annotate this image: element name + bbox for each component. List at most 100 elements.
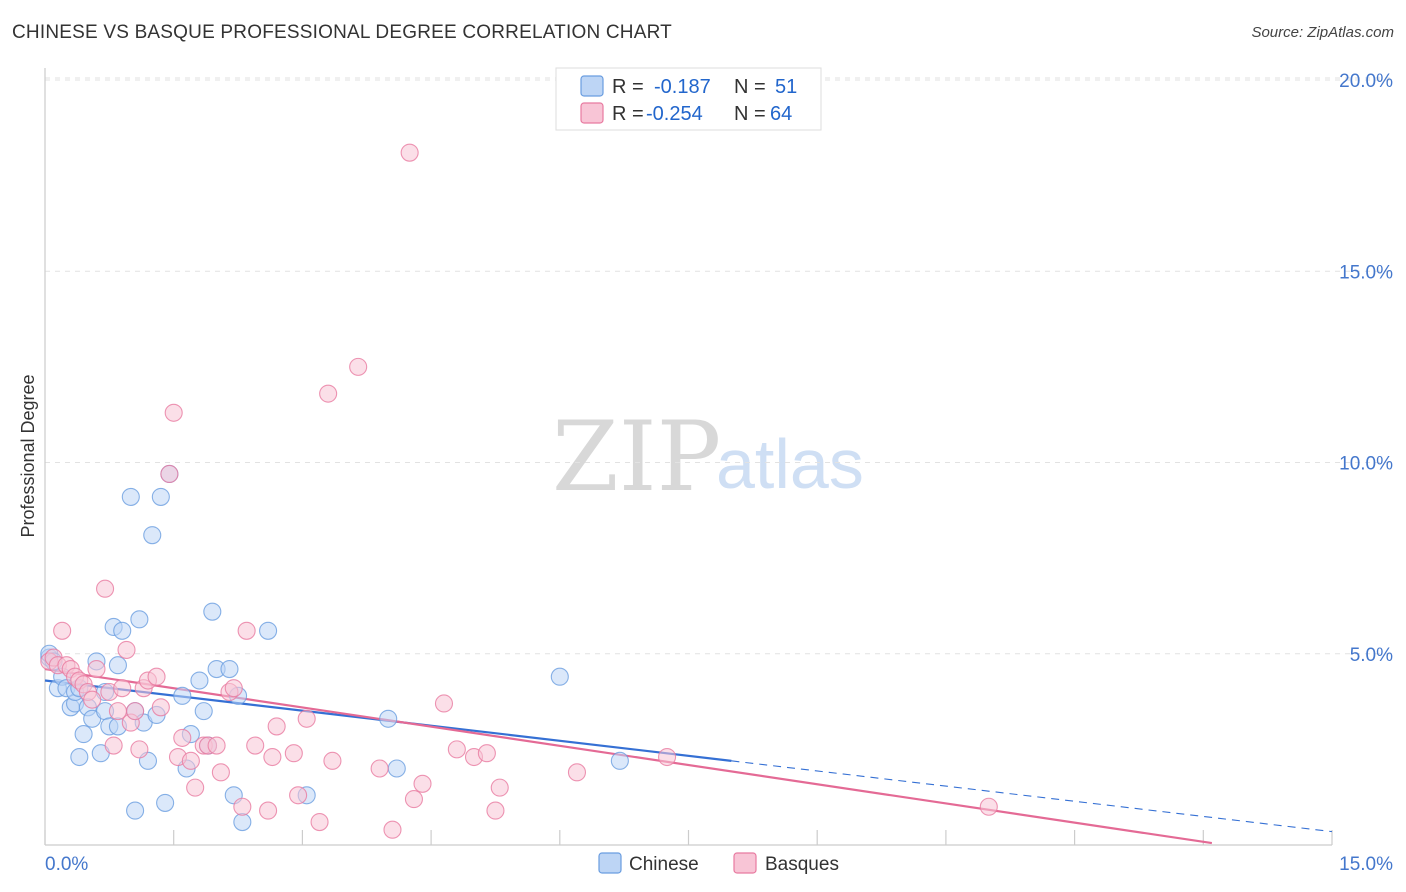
data-point-basques: [383, 820, 402, 839]
legend-n-label-basques: N =: [734, 103, 766, 125]
legend-swatch-basques: [580, 102, 604, 124]
data-point-chinese: [203, 602, 222, 621]
data-point-basques: [173, 728, 192, 747]
data-point-chinese: [233, 812, 252, 832]
data-point-basques: [319, 384, 338, 403]
data-point-basques: [657, 747, 677, 767]
data-point-chinese: [387, 759, 406, 778]
data-point-chinese: [70, 747, 89, 767]
y-tick-label: 15.0%: [1339, 262, 1393, 283]
data-point-basques: [126, 702, 145, 721]
legend-r-value-basques: -0.254: [646, 103, 703, 125]
data-point-chinese: [194, 702, 213, 721]
data-point-basques: [117, 640, 136, 659]
data-point-basques: [224, 679, 243, 698]
data-point-basques: [147, 667, 166, 686]
data-point-basques: [447, 740, 466, 759]
data-point-basques: [979, 797, 998, 816]
data-point-basques: [186, 778, 205, 797]
chart-title: CHINESE VS BASQUE PROFESSIONAL DEGREE CO…: [12, 22, 672, 43]
data-point-chinese: [156, 793, 175, 812]
data-point-basques: [310, 812, 329, 832]
data-point-basques: [259, 801, 278, 820]
data-point-basques: [83, 690, 102, 709]
chart-source: Source: ZipAtlas.com: [1251, 24, 1394, 41]
y-tick-label: 20.0%: [1339, 71, 1393, 92]
data-point-basques: [87, 659, 106, 679]
data-point-basques: [486, 801, 505, 820]
data-point-basques: [130, 740, 149, 759]
data-point-chinese: [143, 526, 162, 545]
data-point-basques: [207, 736, 226, 755]
trendline-chinese-extension: [731, 760, 1333, 833]
legend-swatch-chinese: [580, 75, 604, 97]
legend-n-value-chinese: 51: [775, 76, 797, 98]
bottom-legend-swatch-basques: [733, 852, 757, 874]
data-point-basques: [267, 717, 286, 736]
bottom-legend-label-basques: Basques: [765, 854, 839, 875]
data-point-chinese: [130, 610, 149, 629]
data-point-basques: [323, 751, 342, 770]
data-point-basques: [263, 747, 282, 767]
data-point-basques: [211, 763, 230, 782]
data-point-basques: [164, 403, 183, 422]
data-point-basques: [370, 759, 389, 778]
y-axis-label: Professional Degree: [18, 374, 38, 537]
data-point-basques: [400, 143, 419, 162]
top-legend: R = -0.187 N = 51 R = -0.254 N = 64: [555, 67, 822, 131]
data-point-chinese: [173, 686, 192, 705]
data-point-chinese: [550, 667, 569, 686]
data-point-basques: [233, 797, 252, 816]
y-tick-label: 5.0%: [1350, 645, 1393, 666]
data-point-basques: [289, 786, 308, 805]
data-point-basques: [297, 709, 316, 728]
legend-n-value-basques: 64: [770, 103, 792, 125]
data-point-basques: [237, 621, 256, 640]
data-point-chinese: [151, 487, 170, 506]
trendline-basques: [44, 667, 1213, 845]
data-point-chinese: [610, 751, 629, 770]
y-tick-label: 10.0%: [1339, 454, 1393, 475]
data-points: [40, 143, 998, 839]
axes: [44, 68, 1333, 846]
legend-r-label-basques: R =: [612, 103, 644, 125]
data-point-basques: [113, 679, 132, 698]
data-point-basques: [246, 736, 265, 755]
legend-r-value-chinese: -0.187: [654, 76, 711, 98]
bottom-legend-swatch-chinese: [598, 852, 622, 874]
data-point-basques: [490, 778, 509, 797]
data-point-basques: [96, 579, 115, 598]
bottom-legend-label-chinese: Chinese: [629, 854, 699, 875]
data-point-basques: [53, 621, 72, 640]
data-point-chinese: [113, 621, 132, 640]
x-tick-label: 15.0%: [1339, 854, 1393, 875]
data-point-chinese: [121, 487, 140, 506]
data-point-basques: [404, 790, 423, 809]
data-point-chinese: [190, 671, 209, 690]
tick-labels: 5.0% 10.0% 15.0% 20.0% 0.0% 15.0%: [45, 71, 1393, 875]
data-point-chinese: [126, 801, 145, 820]
data-point-chinese: [259, 621, 278, 640]
data-point-basques: [160, 464, 179, 484]
data-point-basques: [413, 774, 432, 793]
data-point-basques: [151, 698, 170, 717]
watermark-zip: ZIP: [552, 401, 721, 513]
bottom-legend: Chinese Basques: [598, 852, 839, 875]
legend-n-label-chinese: N =: [734, 76, 766, 98]
data-point-basques: [104, 736, 123, 755]
legend-r-label-chinese: R =: [612, 76, 644, 98]
x-tick-label: 0.0%: [45, 854, 88, 875]
data-point-chinese: [108, 656, 127, 675]
data-point-basques: [434, 694, 454, 713]
watermark: ZIP atlas: [552, 401, 864, 513]
data-point-basques: [477, 744, 496, 763]
data-point-basques: [284, 744, 303, 763]
data-point-basques: [567, 763, 587, 782]
gridlines: [45, 77, 1392, 655]
data-point-chinese: [220, 659, 239, 679]
data-point-chinese: [74, 725, 93, 744]
data-point-basques: [181, 751, 200, 770]
data-point-chinese: [379, 709, 398, 728]
watermark-atlas: atlas: [716, 425, 864, 503]
